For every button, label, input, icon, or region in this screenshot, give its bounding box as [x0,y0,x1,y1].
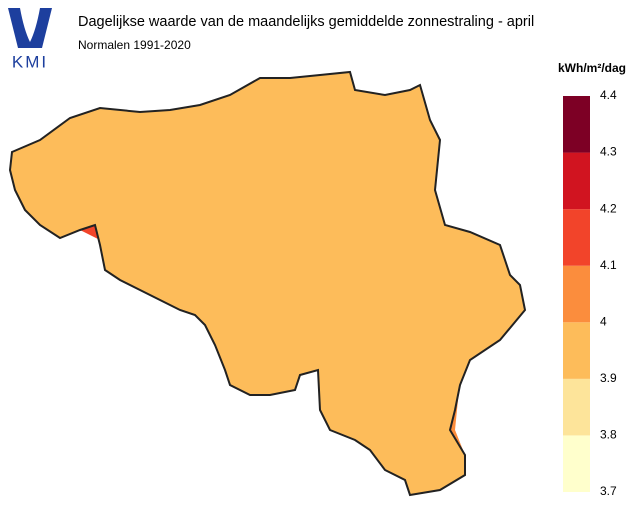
logo-mark [8,8,52,48]
legend-swatch [563,96,590,153]
legend-swatch [563,435,590,492]
legend-tick-label: 4.2 [600,201,617,215]
legend-swatch [563,322,590,379]
legend-swatch [563,152,590,210]
legend-tick-label: 4.4 [600,88,617,102]
legend: 3.7 3.8 3.9 4 4.1 4.2 4.3 4.4 [563,88,617,498]
logo: KMI [8,8,52,71]
map [9,71,526,496]
legend-tick-label: 3.7 [600,484,617,498]
legend-swatch [563,378,590,436]
legend-tick-label: 3.8 [600,428,617,442]
subtitle: Normalen 1991-2020 [78,38,191,52]
legend-tick-label: 4.3 [600,145,617,159]
legend-tick-label: 4.1 [600,258,617,272]
logo-text: KMI [12,52,48,71]
legend-tick-label: 4 [600,314,607,328]
legend-tick-label: 3.9 [600,371,617,385]
legend-swatch [563,265,590,323]
legend-unit: kWh/m²/dag [558,61,626,75]
title: Dagelijkse waarde van de maandelijks gem… [78,14,534,30]
legend-swatch [563,209,590,266]
